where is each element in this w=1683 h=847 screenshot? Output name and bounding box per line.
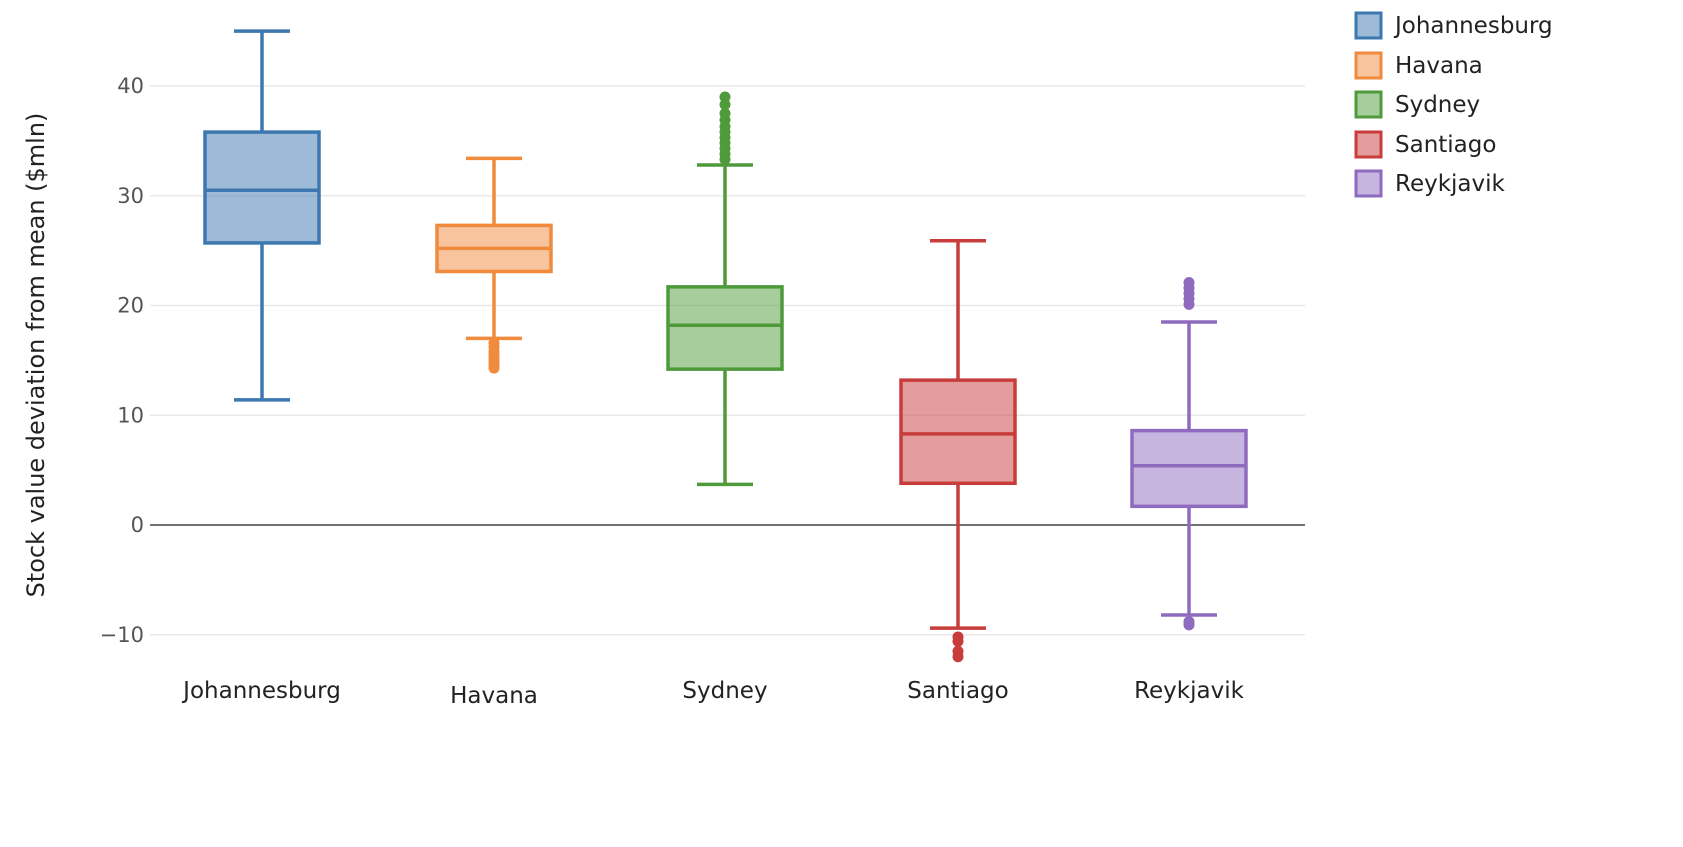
y-tick-label: 0 xyxy=(131,513,144,537)
outlier-point xyxy=(488,362,500,374)
x-category-label: Santiago xyxy=(907,678,1008,704)
y-axis-title: Stock value deviation from mean ($mln) xyxy=(22,113,50,598)
legend-item-sydney: Sydney xyxy=(1354,90,1480,119)
legend-label: Santiago xyxy=(1395,132,1496,158)
iqr-box xyxy=(203,130,321,245)
y-tick-label: 40 xyxy=(117,74,144,98)
legend-label: Sydney xyxy=(1395,92,1480,118)
box-sydney xyxy=(666,91,784,487)
legend-item-havana: Havana xyxy=(1354,51,1483,80)
x-category-label: Havana xyxy=(450,683,538,709)
outlier-point xyxy=(952,651,964,663)
box-johannesburg xyxy=(203,29,321,402)
x-axis-category-labels: Johannesburg Havana Sydney Santiago Reykjavi… xyxy=(181,678,1244,709)
y-axis-ticks: −10 0 10 20 30 40 xyxy=(100,74,144,647)
legend-item-johannesburg: Johannesburg xyxy=(1354,11,1553,40)
box-reykjavik xyxy=(1130,276,1248,631)
y-tick-label: −10 xyxy=(100,623,144,647)
legend: Johannesburg Havana Sydney Santiago Reykjavi… xyxy=(1354,11,1553,198)
gridlines xyxy=(150,85,1305,636)
legend-swatch xyxy=(1354,90,1383,119)
x-category-label: Sydney xyxy=(682,678,767,704)
legend-label: Reykjavik xyxy=(1395,171,1506,197)
legend-label: Havana xyxy=(1395,53,1483,79)
legend-swatch xyxy=(1354,11,1383,40)
outlier-point xyxy=(719,107,731,119)
outlier-point xyxy=(1183,619,1195,631)
box-santiago xyxy=(899,238,1017,663)
y-tick-label: 20 xyxy=(117,294,144,318)
legend-swatch xyxy=(1354,51,1383,80)
y-tick-label: 10 xyxy=(117,403,144,427)
outlier-point xyxy=(719,91,731,103)
outlier-point xyxy=(1183,276,1195,288)
box-havana xyxy=(435,156,553,374)
legend-label: Johannesburg xyxy=(1393,13,1553,39)
outlier-point xyxy=(952,635,964,647)
iqr-box xyxy=(666,285,784,371)
iqr-box xyxy=(1130,428,1248,509)
legend-item-reykjavik: Reykjavik xyxy=(1354,169,1506,198)
y-tick-label: 30 xyxy=(117,184,144,208)
boxes xyxy=(203,29,1248,663)
legend-swatch xyxy=(1354,169,1383,198)
legend-item-santiago: Santiago xyxy=(1354,130,1496,159)
legend-swatch xyxy=(1354,130,1383,159)
x-category-label: Johannesburg xyxy=(181,678,341,704)
iqr-box xyxy=(899,378,1017,486)
x-category-label: Reykjavik xyxy=(1134,678,1245,704)
outlier-point xyxy=(719,99,731,111)
